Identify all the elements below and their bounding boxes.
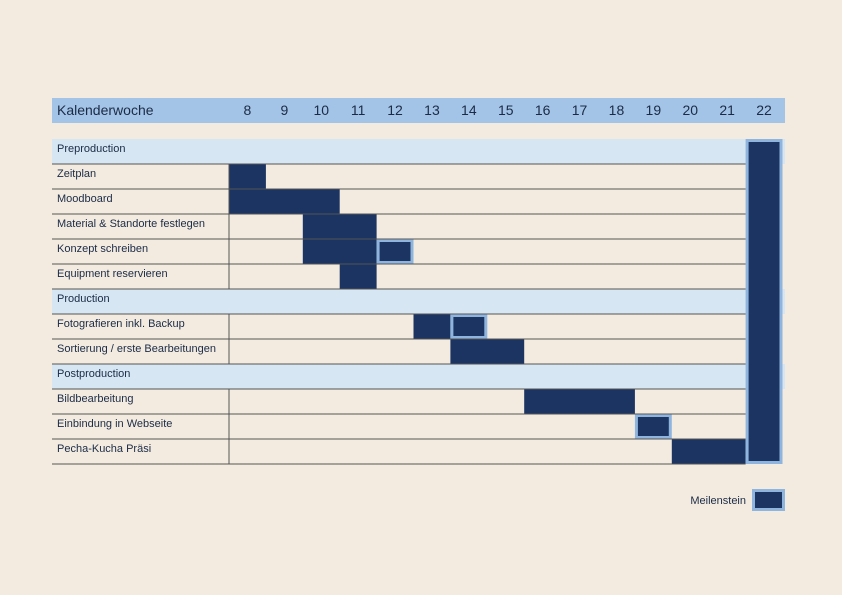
task-bar: [229, 164, 266, 189]
section-band: [52, 139, 785, 164]
week-label: 14: [461, 102, 477, 118]
task-bar: [413, 314, 451, 339]
week-label: 12: [387, 102, 403, 118]
task-bar: [524, 389, 635, 414]
section-label: Postproduction: [57, 368, 130, 380]
section-band: [52, 364, 785, 389]
milestone-marker: [634, 414, 672, 439]
task-label: Pecha-Kucha Präsi: [57, 443, 151, 455]
week-label: 16: [535, 102, 551, 118]
week-label: 18: [609, 102, 625, 118]
final-milestone-marker: [745, 139, 783, 464]
task-bar: [302, 239, 377, 264]
task-label: Equipment reservieren: [57, 268, 168, 280]
week-label: 17: [572, 102, 588, 118]
milestone-marker: [450, 314, 488, 339]
task-bar: [450, 339, 525, 364]
task-bar: [671, 439, 746, 464]
task-label: Bildbearbeitung: [57, 393, 133, 405]
task-bar: [302, 214, 377, 239]
chart-bars: [229, 139, 785, 511]
section-label: Preproduction: [57, 143, 126, 155]
task-label: Moodboard: [57, 193, 113, 205]
chart-gridlines: [52, 163, 746, 465]
week-label: 15: [498, 102, 514, 118]
chart-labels: Kalenderwoche 8 9 10 11 12 13 14 15 16 17 18 19 20 21 2…: [57, 102, 772, 507]
legend-label: Meilenstein: [690, 495, 746, 507]
milestone-marker: [376, 239, 414, 264]
task-label: Fotografieren inkl. Backup: [57, 318, 185, 330]
week-label: 19: [646, 102, 662, 118]
task-label: Konzept schreiben: [57, 243, 148, 255]
chart-backgrounds: [52, 98, 785, 389]
task-label: Sortierung / erste Bearbeitungen: [57, 343, 216, 355]
week-label: 11: [351, 102, 366, 118]
week-label: 20: [682, 102, 698, 118]
week-label: 22: [756, 102, 772, 118]
section-label: Production: [57, 293, 110, 305]
week-label: 21: [719, 102, 735, 118]
week-label: 10: [313, 102, 329, 118]
week-label: 9: [280, 102, 288, 118]
task-bar: [339, 264, 377, 289]
task-label: Material & Standorte festlegen: [57, 218, 205, 230]
header-band: [52, 98, 785, 123]
section-band: [52, 289, 785, 314]
task-bar: [229, 189, 340, 214]
week-label: 13: [424, 102, 440, 118]
legend-milestone-swatch: [752, 489, 785, 511]
header-title: Kalenderwoche: [57, 102, 154, 118]
task-label: Zeitplan: [57, 168, 96, 180]
task-label: Einbindung in Webseite: [57, 418, 172, 430]
week-label: 8: [244, 102, 252, 118]
